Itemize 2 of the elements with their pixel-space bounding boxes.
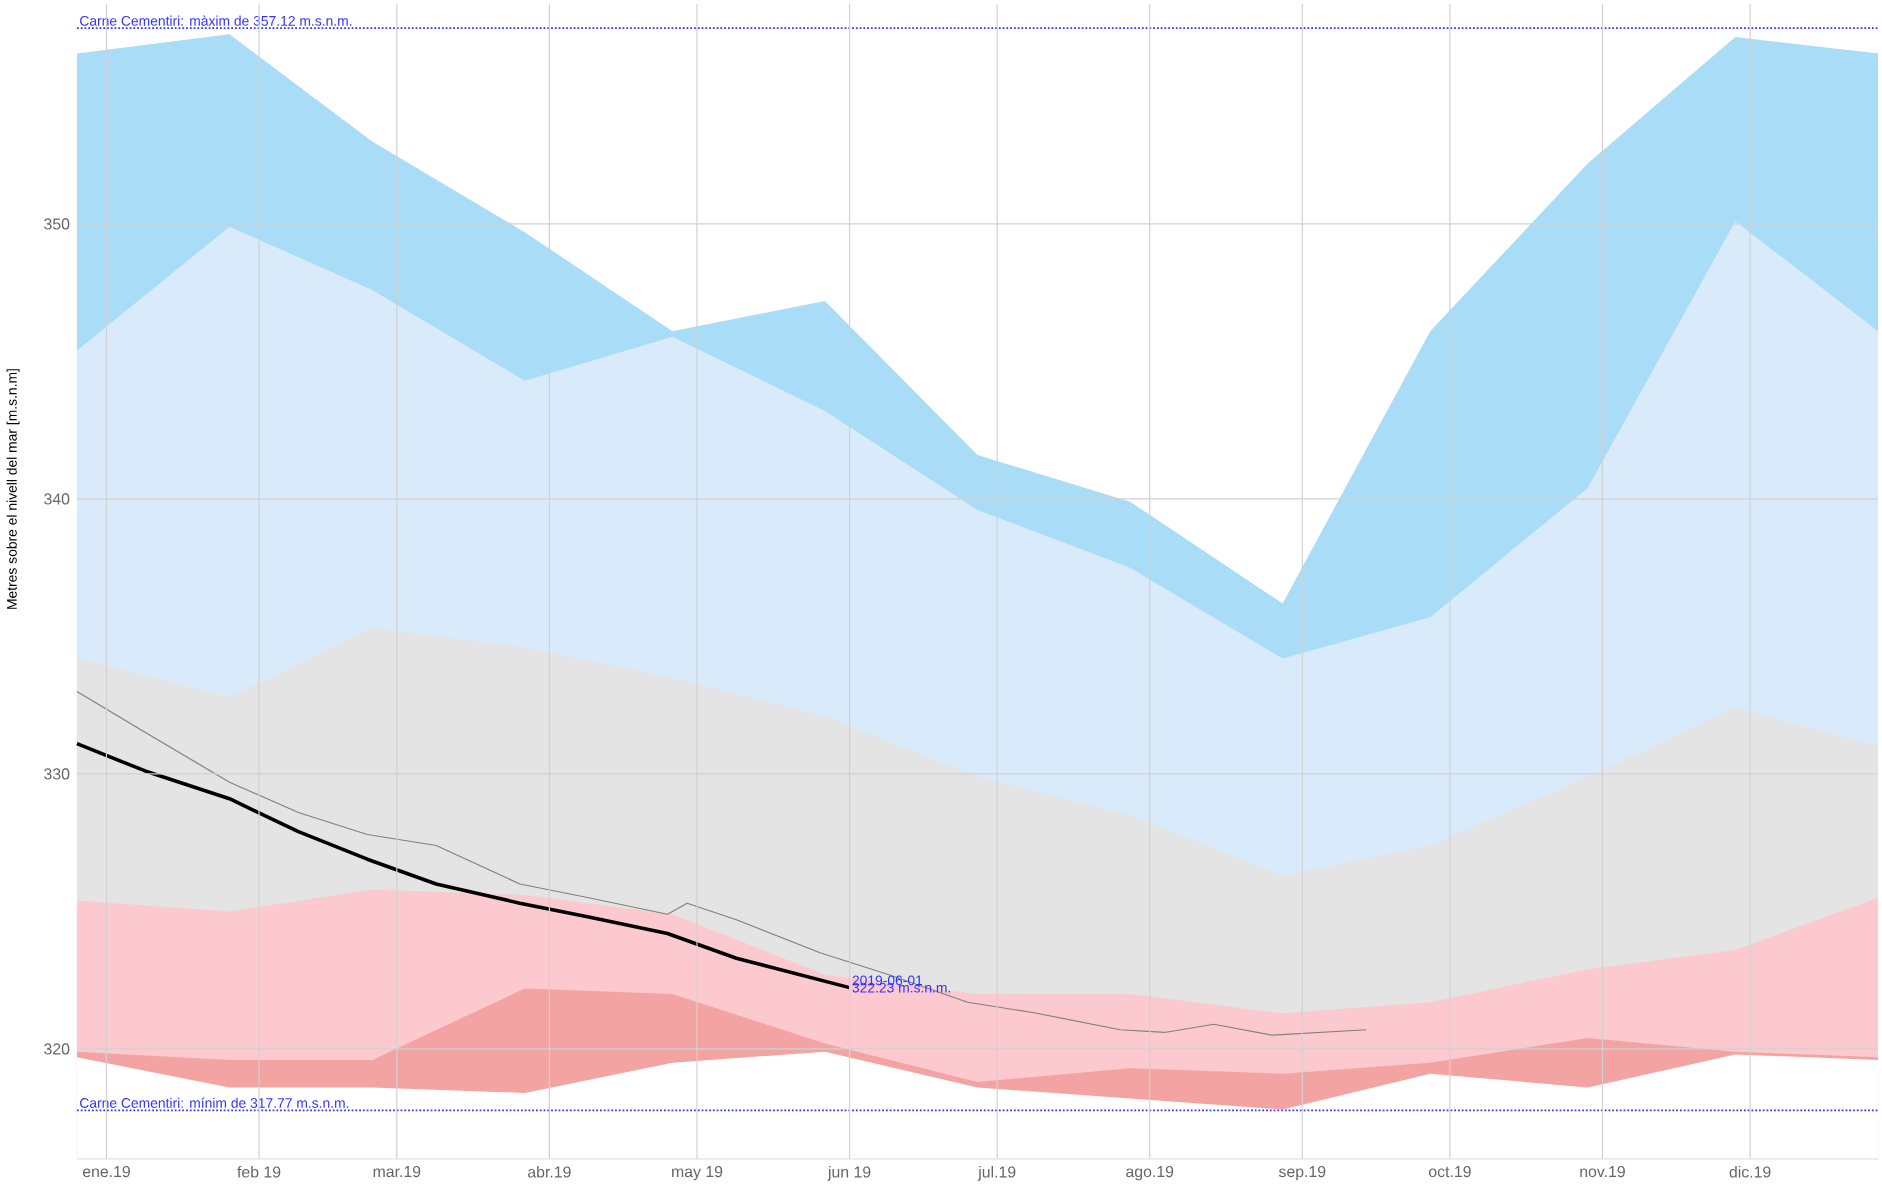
line-series: [75, 741, 852, 990]
line-series: [76, 690, 1367, 1036]
